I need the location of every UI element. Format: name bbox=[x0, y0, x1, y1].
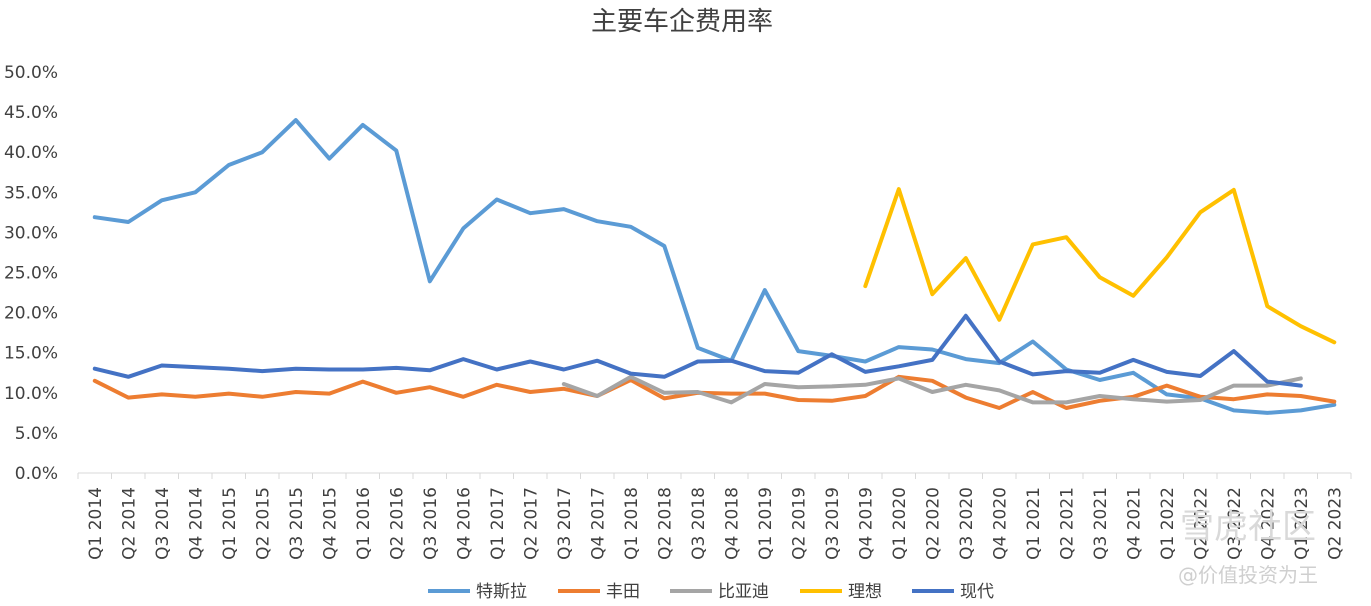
x-tick-label: Q3 2019 bbox=[823, 487, 843, 560]
x-tick-label: Q4 2018 bbox=[722, 487, 742, 560]
x-tick-label: Q2 2020 bbox=[923, 487, 943, 560]
x-tick-label: Q4 2021 bbox=[1124, 487, 1144, 560]
x-tick-label: Q3 2018 bbox=[689, 487, 709, 560]
x-tick-label: Q3 2016 bbox=[421, 487, 441, 560]
series-group bbox=[92, 118, 1337, 415]
x-tick-label: Q4 2019 bbox=[856, 487, 876, 560]
x-tick-label: Q2 2022 bbox=[1191, 487, 1211, 560]
x-tick-label: Q3 2017 bbox=[555, 487, 575, 560]
x-tick-label: Q2 2014 bbox=[119, 487, 139, 560]
x-tick-label: Q2 2023 bbox=[1325, 487, 1345, 560]
x-tick-label: Q3 2020 bbox=[957, 487, 977, 560]
y-tick-label: 30.0% bbox=[4, 223, 58, 243]
x-tick-label: Q1 2019 bbox=[756, 487, 776, 560]
x-tick-label: Q2 2018 bbox=[655, 487, 675, 560]
y-tick-label: 5.0% bbox=[15, 424, 58, 444]
y-tick-label: 45.0% bbox=[4, 103, 58, 123]
x-tick-label: Q1 2014 bbox=[86, 487, 106, 560]
y-tick-label: 50.0% bbox=[4, 63, 58, 83]
x-tick-label: Q3 2014 bbox=[153, 487, 173, 560]
y-tick-label: 15.0% bbox=[4, 344, 58, 364]
y-tick-label: 20.0% bbox=[4, 304, 58, 324]
x-tick-label: Q1 2015 bbox=[220, 487, 240, 560]
x-tick-label: Q1 2021 bbox=[1024, 487, 1044, 560]
x-tick-label: Q1 2017 bbox=[488, 487, 508, 560]
y-tick-label: 10.0% bbox=[4, 384, 58, 404]
x-tick-label: Q1 2020 bbox=[890, 487, 910, 560]
legend-label: 特斯拉 bbox=[476, 582, 527, 602]
series-line bbox=[92, 118, 1337, 415]
legend-label: 现代 bbox=[960, 582, 994, 602]
x-tick-label: Q3 2021 bbox=[1091, 487, 1111, 560]
x-tick-label: Q3 2022 bbox=[1225, 487, 1245, 560]
y-tick-label: 0.0% bbox=[15, 464, 58, 484]
legend-label: 比亚迪 bbox=[718, 582, 769, 602]
x-tick-label: Q4 2020 bbox=[990, 487, 1010, 560]
series-line bbox=[561, 374, 1303, 405]
y-tick-label: 40.0% bbox=[4, 143, 58, 163]
legend-label: 理想 bbox=[848, 582, 882, 602]
series-line bbox=[92, 313, 1303, 388]
x-tick-label: Q4 2016 bbox=[454, 487, 474, 560]
chart-title: 主要车企费用率 bbox=[591, 7, 773, 37]
x-tick-label: Q2 2015 bbox=[253, 487, 273, 560]
watermark-author: @价值投资为王 bbox=[1178, 563, 1318, 587]
x-tick-label: Q3 2015 bbox=[287, 487, 307, 560]
x-tick-label: Q2 2017 bbox=[521, 487, 541, 560]
x-tick-label: Q4 2015 bbox=[320, 487, 340, 560]
series-line bbox=[863, 187, 1337, 345]
x-axis: Q1 2014 Q2 2014 Q3 2014 Q4 2014 Q1 2015 Q2 20… bbox=[77, 473, 1352, 560]
x-tick-label: Q2 2021 bbox=[1057, 487, 1077, 560]
x-tick-label: Q2 2016 bbox=[387, 487, 407, 560]
x-tick-label: Q1 2016 bbox=[354, 487, 374, 560]
x-tick-label: Q4 2017 bbox=[588, 487, 608, 560]
x-tick-label: Q4 2022 bbox=[1258, 487, 1278, 560]
x-tick-label: Q2 2019 bbox=[789, 487, 809, 560]
x-tick-label: Q4 2014 bbox=[186, 487, 206, 560]
y-axis: 0.0% 5.0% 10.0% 15.0% 20.0% 25.0% 30.0% 35.0% 40… bbox=[4, 63, 58, 484]
x-tick-label: Q1 2018 bbox=[622, 487, 642, 560]
y-tick-label: 25.0% bbox=[4, 264, 58, 284]
legend-label: 丰田 bbox=[606, 582, 640, 602]
x-tick-label: Q1 2022 bbox=[1158, 487, 1178, 560]
y-tick-label: 35.0% bbox=[4, 183, 58, 203]
watermark-site: 雪虎社区 bbox=[1180, 507, 1316, 547]
watermark: 雪虎社区 @价值投资为王 bbox=[1178, 507, 1318, 587]
legend: 特斯拉 丰田 比亚迪 理想 现代 bbox=[428, 582, 994, 602]
x-tick-label: Q1 2023 bbox=[1292, 487, 1312, 560]
